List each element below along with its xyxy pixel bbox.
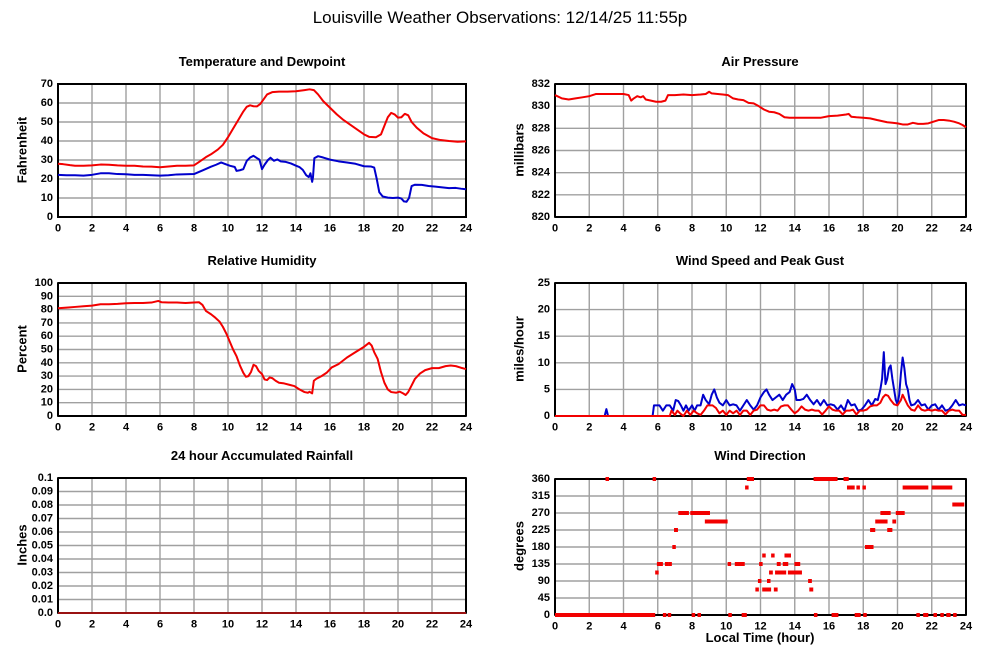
chart-title-wind-direction: Wind Direction bbox=[714, 448, 806, 463]
y-axis-label-fahrenheit: Fahrenheit bbox=[14, 116, 30, 184]
x-axis-label-local-time: Local Time (hour) bbox=[705, 630, 815, 645]
chart-title-relative-humidity: Relative Humidity bbox=[207, 253, 317, 268]
chart-title-rainfall: 24 hour Accumulated Rainfall bbox=[170, 448, 354, 463]
chart-title-temperature-dewpoint: Temperature and Dewpoint bbox=[178, 54, 346, 69]
y-axis-label-percent: Percent bbox=[14, 325, 30, 373]
y-axis-label-degrees: degrees bbox=[511, 521, 527, 571]
chart-title-air-pressure: Air Pressure bbox=[721, 54, 799, 69]
y-axis-label-inches: Inches bbox=[14, 524, 30, 566]
y-axis-label-millibars: millibars bbox=[511, 123, 527, 177]
y-axis-label-miles-hour: miles/hour bbox=[511, 316, 527, 382]
chart-title-wind-speed-gust: Wind Speed and Peak Gust bbox=[675, 253, 845, 268]
